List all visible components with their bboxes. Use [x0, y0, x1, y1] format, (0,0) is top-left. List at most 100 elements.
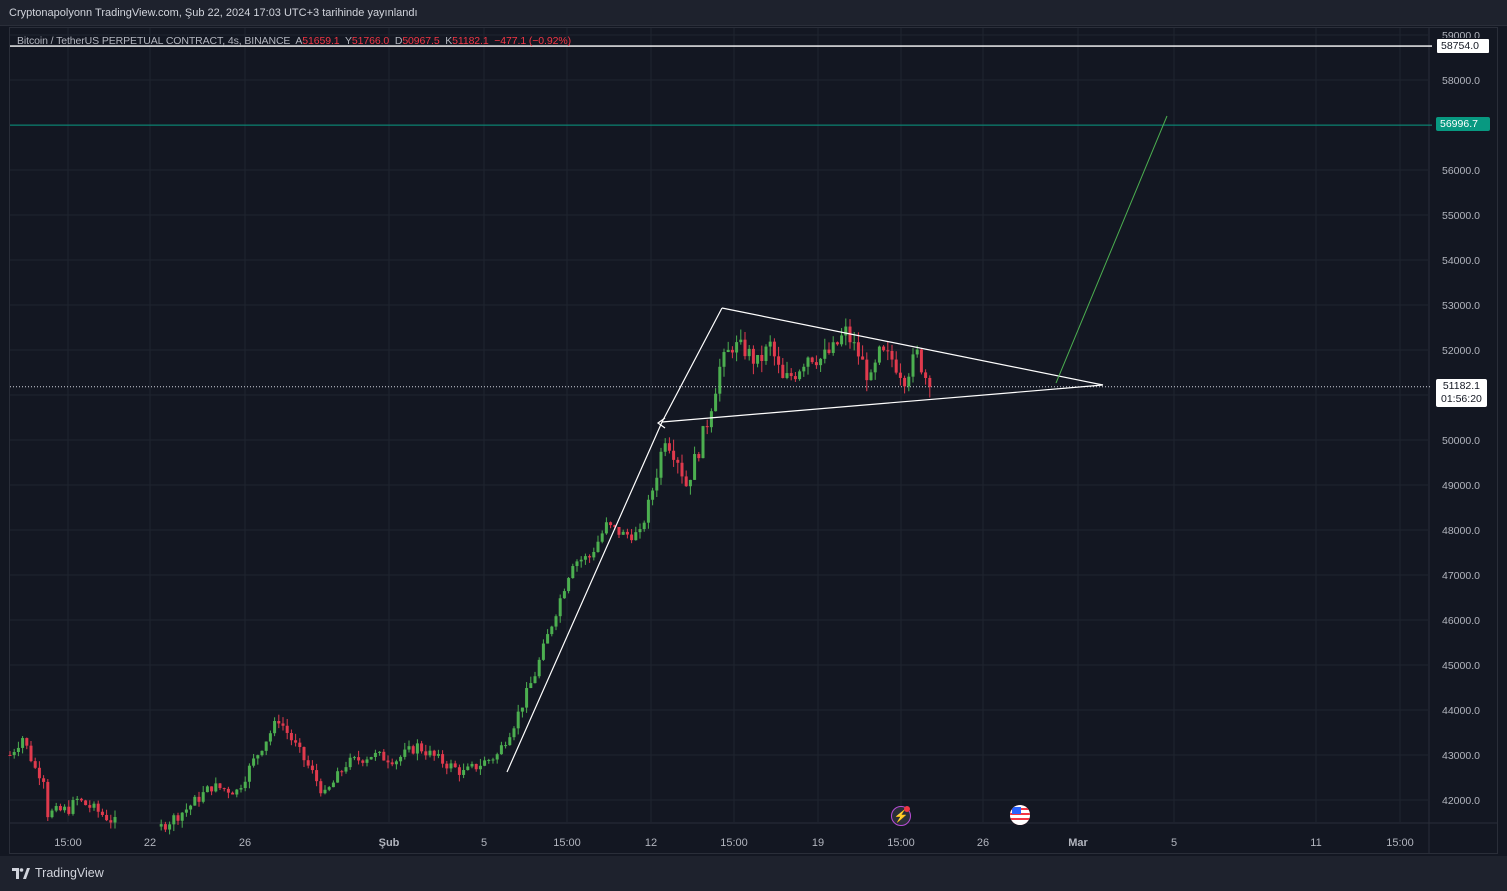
candle-body [394, 761, 398, 765]
candle-body [344, 767, 348, 772]
candle-body [8, 755, 12, 756]
candle-body [436, 754, 440, 756]
candle-body [802, 366, 806, 372]
candle-body [67, 806, 71, 814]
candle-body [327, 787, 331, 790]
candle-body [100, 811, 104, 815]
candle-body [247, 765, 251, 782]
candle-body [558, 598, 562, 617]
bar-countdown: 01:56:20 [1441, 393, 1482, 405]
candle-body [575, 561, 579, 567]
candle-body [42, 778, 46, 782]
candle-body [449, 763, 453, 769]
candle-body [323, 789, 327, 794]
candle-body [445, 763, 449, 769]
candle-body [512, 728, 516, 738]
candle-body [504, 745, 508, 747]
y-tick-label: 42000.0 [1442, 795, 1480, 807]
candle-body [722, 352, 726, 367]
y-tick-label: 46000.0 [1442, 615, 1480, 627]
candle-body [777, 356, 781, 365]
candle-body [630, 534, 634, 541]
candle-body [214, 783, 218, 792]
candle-body [592, 551, 596, 558]
candle-body [357, 757, 361, 761]
y-tick-label: 45000.0 [1442, 660, 1480, 672]
candle-body [911, 354, 915, 377]
candle-body [806, 357, 810, 367]
candle-body [865, 359, 869, 381]
earnings-flash-icon[interactable]: ⚡ [891, 806, 911, 826]
candle-body [525, 688, 529, 708]
candle-body [352, 757, 356, 759]
candle-body [478, 765, 482, 770]
candle-body [168, 824, 172, 830]
candle-body [285, 725, 289, 733]
candle-body [415, 743, 419, 754]
candle-body [365, 759, 369, 763]
candle-body [840, 335, 844, 345]
candle-body [798, 371, 802, 380]
candle-body [533, 676, 537, 684]
tradingview-brand: TradingView [35, 866, 104, 880]
candle-body [869, 372, 873, 381]
tradingview-logo[interactable]: TradingView [12, 866, 104, 880]
candle-body [205, 786, 209, 793]
candle-body [684, 476, 688, 487]
candle-body [898, 372, 902, 378]
candle-body [239, 788, 243, 790]
chart-pane[interactable] [9, 27, 1498, 854]
candle-body [676, 459, 680, 463]
candle-body [369, 756, 373, 760]
candle-body [772, 341, 776, 357]
candle-body [424, 751, 428, 756]
candle-body [709, 411, 713, 428]
candle-body [21, 738, 25, 748]
y-tick-label: 43000.0 [1442, 750, 1480, 762]
candle-body [105, 814, 109, 821]
candle-body [751, 348, 755, 364]
y-tick-label: 48000.0 [1442, 525, 1480, 537]
x-tick-label: 15:00 [553, 837, 581, 849]
candle-body [894, 359, 898, 373]
candle-body [814, 362, 818, 366]
horizontal-line-green-price-tag: 56996.7 [1436, 117, 1490, 131]
candle-body [827, 349, 831, 353]
candle-body [315, 770, 319, 782]
us-flag-icon[interactable] [1010, 805, 1030, 825]
y-tick-label: 58000.0 [1442, 75, 1480, 87]
candle-body [625, 531, 629, 535]
candle-body [789, 373, 793, 377]
candle-body [197, 796, 201, 802]
candle-body [642, 522, 646, 530]
candle-body [705, 426, 709, 428]
x-tick-label: 15:00 [887, 837, 915, 849]
candle-body [441, 754, 445, 764]
candle-body [659, 451, 663, 478]
candle-body [231, 792, 235, 795]
candle-body [378, 751, 382, 753]
candle-body [260, 750, 264, 756]
candle-body [726, 349, 730, 353]
candle-body [541, 643, 545, 660]
candle-body [289, 732, 293, 741]
x-tick-label: 15:00 [1386, 837, 1414, 849]
candle-body [617, 526, 621, 535]
candle-body [306, 760, 310, 766]
candle-body [537, 659, 541, 677]
x-tick-label: 19 [812, 837, 824, 849]
candle-body [277, 720, 281, 724]
candle-body [411, 746, 415, 754]
candle-body [651, 490, 655, 500]
x-tick-label: 5 [481, 837, 487, 849]
candle-body [680, 462, 684, 477]
horizontal-line-white-price-tag: 58754.0 [1436, 38, 1490, 54]
flagpole-line [506, 307, 723, 773]
candle-body [793, 376, 797, 380]
pennant-lower-line [661, 384, 1104, 423]
y-tick-label: 53000.0 [1442, 300, 1480, 312]
candle-body [810, 357, 814, 363]
candle-body [634, 532, 638, 541]
x-tick-label: 11 [1310, 837, 1321, 849]
